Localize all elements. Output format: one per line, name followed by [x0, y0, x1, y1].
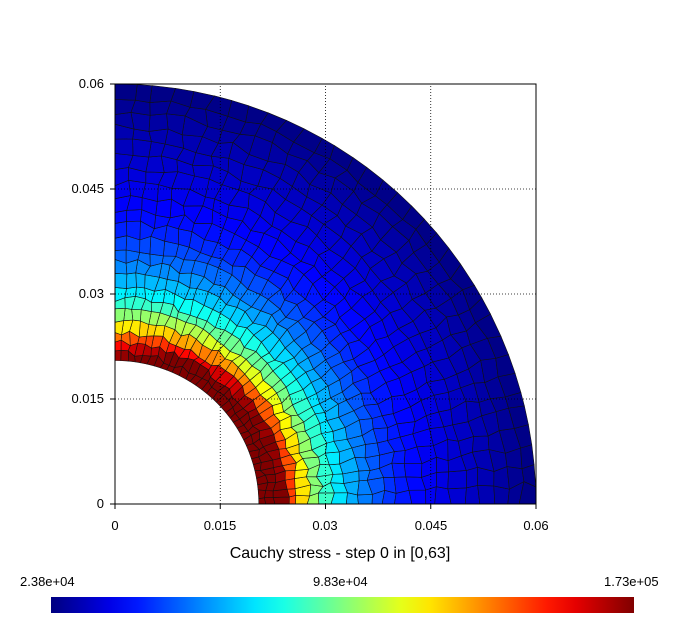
mesh-element — [114, 138, 134, 156]
mesh-element — [264, 490, 274, 498]
mesh-element — [464, 485, 481, 505]
mesh-cells — [114, 83, 537, 505]
mesh-element — [126, 272, 137, 289]
mesh-element — [520, 444, 535, 470]
y-tick-label: 0 — [97, 496, 104, 511]
mesh-element — [357, 494, 373, 505]
x-tick-label: 0.015 — [204, 518, 237, 533]
mesh-element — [114, 307, 126, 323]
colorbar — [51, 597, 634, 613]
mesh-element — [272, 496, 290, 505]
mesh-element — [114, 272, 128, 289]
stress-plot: 0 0.015 0.03 0.045 0.06 0 0.015 0.03 0.0… — [71, 76, 548, 533]
mesh-element — [155, 198, 172, 219]
mesh-element — [177, 228, 193, 248]
x-tick-label: 0.045 — [415, 518, 448, 533]
y-axis-ticks: 0 0.015 0.03 0.045 0.06 — [71, 76, 104, 511]
x-axis-ticks: 0 0.015 0.03 0.045 0.06 — [111, 518, 548, 533]
mesh-element — [436, 471, 449, 490]
y-tick-label: 0.03 — [79, 286, 104, 301]
mesh-element — [135, 272, 146, 289]
plot-frame — [114, 83, 537, 505]
mesh-element — [391, 462, 407, 478]
mesh-element — [284, 470, 296, 481]
x-tick-label: 0.03 — [312, 518, 337, 533]
chart-title: Cauchy stress - step 0 in [0,63] — [229, 545, 451, 562]
mesh-element — [408, 489, 427, 505]
mesh-element — [148, 113, 169, 132]
colorbar-mid-label: 9.83e+04 — [313, 574, 368, 589]
mesh-element — [447, 487, 467, 505]
mesh-element — [447, 470, 467, 490]
mesh-element — [472, 435, 490, 453]
grid-lines — [110, 83, 537, 509]
colorbar-min-label: 2.38e+04 — [20, 574, 75, 589]
mesh-element — [114, 83, 138, 101]
y-tick-label: 0.045 — [71, 181, 104, 196]
mesh-element — [126, 209, 143, 222]
x-tick-label: 0.06 — [523, 518, 548, 533]
mesh-element — [465, 466, 478, 489]
mesh-element — [495, 354, 516, 378]
mesh-element — [135, 84, 153, 103]
mesh-element — [120, 349, 130, 362]
mesh-element — [132, 138, 152, 158]
mesh-element — [477, 485, 496, 505]
y-tick-label: 0.015 — [71, 391, 104, 406]
x-tick-label: 0 — [111, 518, 118, 533]
mesh-element — [403, 463, 423, 478]
mesh-element — [114, 221, 128, 239]
colorbar-max-label: 1.73e+05 — [604, 574, 659, 589]
y-tick-label: 0.06 — [79, 76, 104, 91]
mesh-element — [114, 349, 122, 361]
